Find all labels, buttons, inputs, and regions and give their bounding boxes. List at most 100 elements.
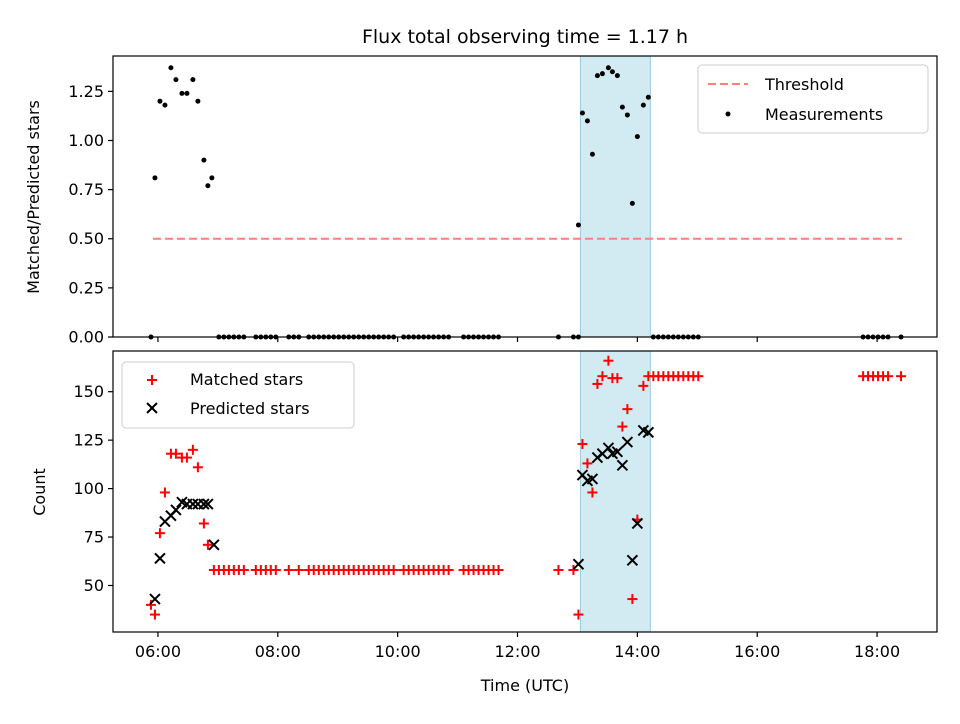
measurement-point <box>645 94 651 100</box>
matched-point <box>198 518 209 529</box>
matched-point <box>187 444 198 455</box>
matched-point <box>293 564 304 575</box>
predicted-point <box>154 552 166 565</box>
measurement-point <box>629 200 635 206</box>
measurement-point <box>162 102 168 108</box>
y-tick-label: 75 <box>84 528 104 547</box>
matched-point <box>627 594 638 605</box>
measurements-legend-swatch <box>725 111 731 117</box>
matched-point <box>145 599 156 610</box>
matched-point <box>573 609 584 620</box>
measurement-point <box>205 183 211 189</box>
measurement-point <box>599 71 605 77</box>
matched-point <box>388 564 399 575</box>
matched-point <box>693 371 704 382</box>
measurement-point <box>619 104 625 110</box>
matched-point <box>577 439 588 450</box>
bottom-legend: Matched stars Predicted stars <box>121 361 355 429</box>
measurement-point <box>634 134 640 140</box>
measurement-point <box>575 222 581 228</box>
y-tick-label: 125 <box>73 431 104 450</box>
matched-point <box>896 371 907 382</box>
x-tick-label: 16:00 <box>734 642 780 661</box>
measurement-point <box>184 90 190 96</box>
matched-point <box>192 462 203 473</box>
matched-point <box>568 564 579 575</box>
matched-point <box>170 448 181 459</box>
measurement-point <box>190 77 196 83</box>
predicted-point <box>642 426 655 439</box>
matched-point <box>238 564 249 575</box>
measurement-point <box>179 90 185 96</box>
matched-point <box>443 564 454 575</box>
measurement-point <box>173 77 179 83</box>
measurement-point <box>614 73 620 79</box>
bottom-y-axis-label: Count <box>30 468 49 516</box>
predicted-point <box>202 498 214 510</box>
matched-point <box>283 564 294 575</box>
bottom-plot-marks <box>145 355 907 620</box>
matched-stars-series <box>145 355 907 620</box>
x-tick-label: 12:00 <box>494 642 540 661</box>
y-tick-label: 0.75 <box>68 180 104 199</box>
y-tick-label: 50 <box>84 576 104 595</box>
predicted-point <box>208 539 220 551</box>
top-y-axis-label: Matched/Predicted stars <box>24 100 43 294</box>
predicted-point <box>616 459 629 472</box>
matched-point <box>612 373 623 384</box>
measurement-point <box>209 175 215 181</box>
count-panel: 50 75 100 125 150 06:00 08:00 10:00 12:00 14:00 1… <box>30 350 938 695</box>
matched-point <box>493 564 504 575</box>
predicted-point <box>631 517 644 530</box>
chart-title: Flux total observing time = 1.17 h <box>362 26 688 48</box>
x-tick-label: 14:00 <box>614 642 660 661</box>
matched-point <box>603 355 614 366</box>
predicted-point <box>170 504 182 516</box>
predicted-point <box>626 554 639 567</box>
matched-point <box>159 487 170 498</box>
matched-point <box>638 380 649 391</box>
predicted-point <box>198 498 210 510</box>
matched-point <box>883 371 894 382</box>
y-tick-label: 0.25 <box>68 278 104 297</box>
top-y-ticks: 0.00 0.25 0.50 0.75 1.00 1.25 <box>68 82 113 347</box>
measurement-point <box>624 112 630 118</box>
measurement-point <box>152 175 158 181</box>
x-tick-label: 08:00 <box>255 642 301 661</box>
predicted-point <box>586 473 599 485</box>
x-axis-label: Time (UTC) <box>480 676 569 695</box>
x-tick-label: 18:00 <box>854 642 900 661</box>
top-legend: Threshold Measurements <box>697 64 929 134</box>
measurement-point <box>157 98 163 104</box>
predicted-point <box>149 593 161 605</box>
measurement-point <box>605 65 611 71</box>
y-tick-label: 0.00 <box>68 328 104 347</box>
x-tick-label: 06:00 <box>135 642 181 661</box>
predicted-legend-label: Predicted stars <box>190 399 310 418</box>
top-axes-frame <box>112 55 938 338</box>
matched-point <box>553 564 564 575</box>
matched-legend-label: Matched stars <box>190 370 303 389</box>
predicted-point <box>611 446 624 458</box>
ratio-panel: Flux total observing time = 1.17 h 0.00 0… <box>24 26 938 347</box>
bottom-axes-frame <box>112 350 938 633</box>
observing-window-span <box>579 55 651 338</box>
bottom-legend-box <box>121 361 355 429</box>
y-tick-label: 1.00 <box>68 131 104 150</box>
predicted-point <box>572 558 585 570</box>
matched-point <box>154 528 165 539</box>
measurement-point <box>589 151 595 157</box>
predicted-legend-swatch <box>146 402 158 414</box>
measurement-point <box>584 118 590 124</box>
matched-point <box>149 609 160 620</box>
threshold-legend-label: Threshold <box>764 75 844 94</box>
matched-point <box>592 378 603 389</box>
bottom-y-ticks: 50 75 100 125 150 <box>73 382 113 595</box>
matched-point <box>202 539 213 550</box>
measurement-point <box>609 69 615 75</box>
measurement-point <box>594 73 600 79</box>
measurement-point <box>640 102 646 108</box>
y-tick-label: 0.50 <box>68 229 104 248</box>
measurements-legend-label: Measurements <box>765 105 883 124</box>
